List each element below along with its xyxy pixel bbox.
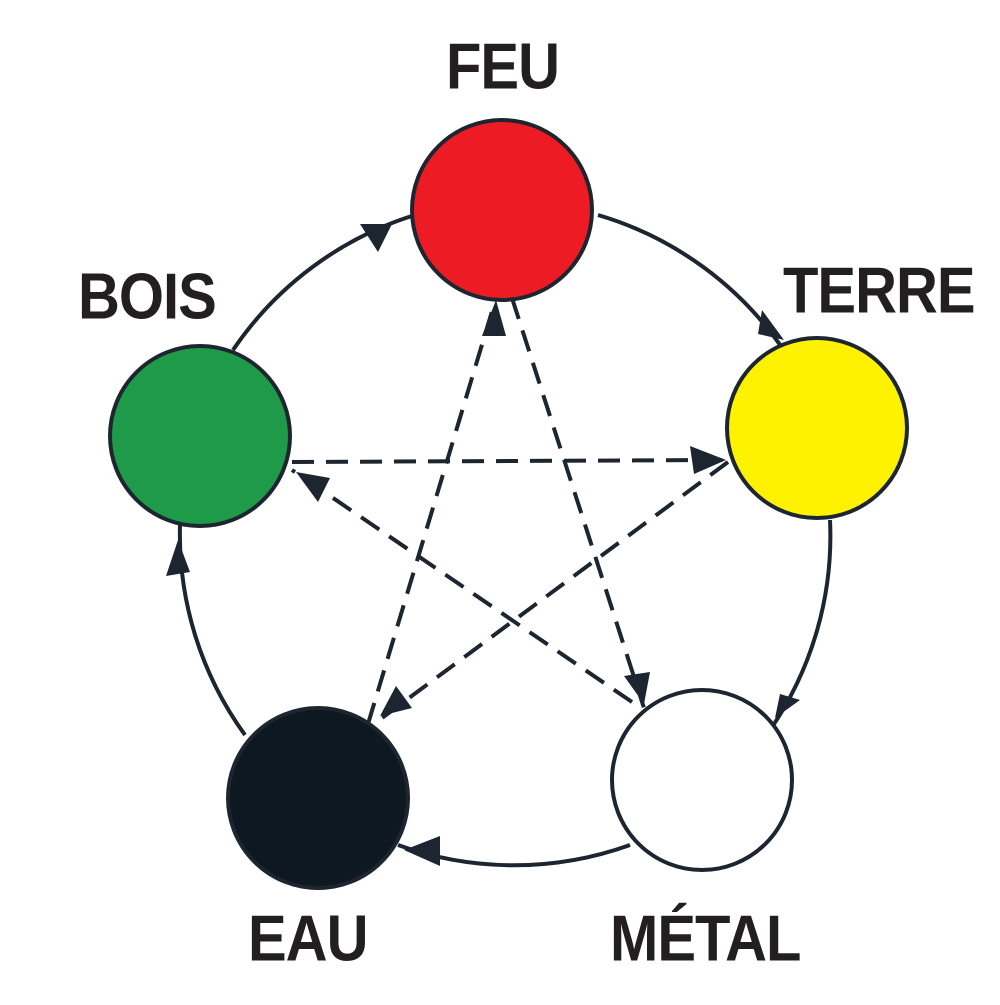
dash-metal-to-bois [290, 468, 634, 704]
terre-label: TERRE [783, 254, 976, 327]
dash-eau-to-feu [366, 297, 498, 725]
bois-node [108, 344, 292, 528]
dash-bois-to-terre [291, 458, 729, 464]
arrow-metal-to-bois [296, 472, 330, 502]
arc-feu-to-terre [597, 213, 787, 354]
arrow-terre-to-metal [775, 694, 800, 718]
terre-node [725, 336, 909, 520]
arrow-eau-to-bois [166, 540, 190, 576]
eau-node [226, 706, 410, 890]
feu-label: FEU [446, 30, 560, 103]
arrow-feu-to-metal [624, 672, 650, 704]
dash-terre-to-eau [380, 460, 730, 720]
bois-label: BOIS [78, 260, 217, 333]
arrow-terre-to-eau [380, 686, 412, 716]
metal-node [610, 688, 794, 872]
metal-label: MÉTAL [610, 902, 801, 975]
arrow-bois-to-feu [360, 224, 392, 252]
arrow-bois-to-terre [690, 446, 726, 474]
arrow-metal-to-eau [404, 836, 440, 866]
arrow-feu-to-terre [758, 310, 784, 340]
arc-eau-to-bois [177, 524, 247, 737]
arc-bois-to-feu [231, 213, 416, 352]
arrow-eau-to-feu [482, 300, 506, 336]
dash-feu-to-metal [510, 297, 646, 709]
arc-terre-to-metal [768, 519, 833, 732]
feu-node [410, 118, 594, 302]
eau-label: EAU [248, 902, 368, 975]
